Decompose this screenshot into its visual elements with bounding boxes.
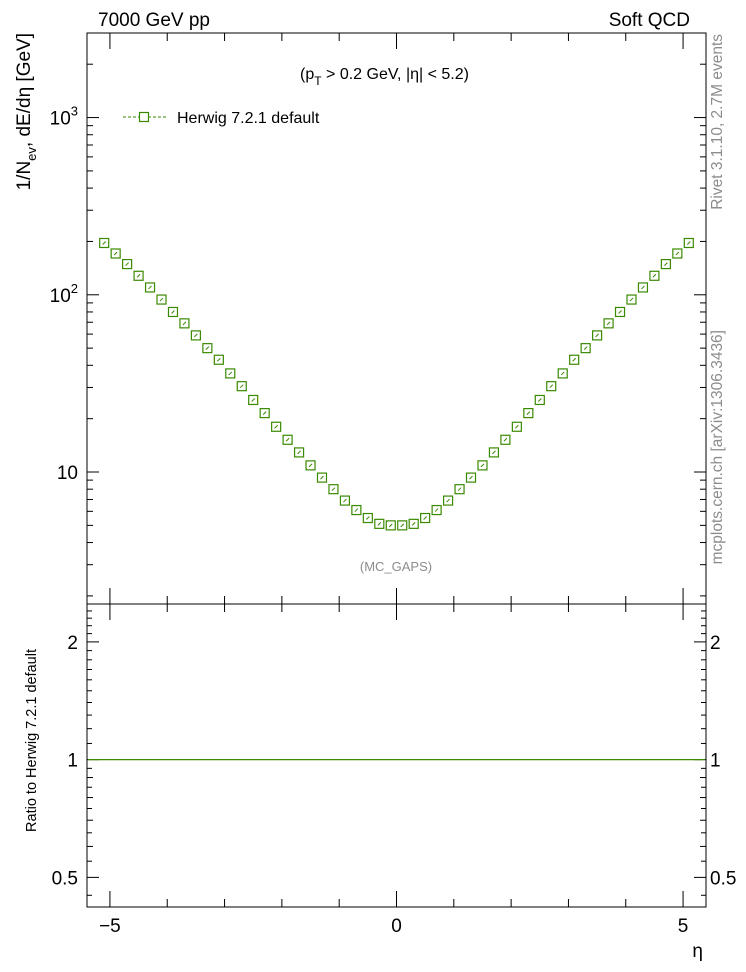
data-point-bar — [629, 297, 634, 302]
data-point-bar — [320, 475, 324, 480]
data-point-bar — [171, 310, 175, 314]
data-point-bar — [492, 450, 496, 455]
ratio-y-tick-label-right: 0.5 — [710, 868, 736, 889]
cuts-annotation: (pT > 0.2 GeV, |η| < 5.2) — [300, 66, 469, 88]
ratio-panel: 0.5 0.5 1 1 2 2 −5 0 5 Ratio to Herwig 7.2.1 def… — [24, 603, 737, 962]
ratio-y-ticks — [87, 610, 706, 896]
energy-label: 7000 GeV pp — [98, 10, 210, 31]
main-x-ticks — [109, 33, 684, 604]
y-tick-label: 10 — [57, 463, 78, 484]
data-point-bar — [411, 521, 416, 526]
data-point-bar — [308, 463, 313, 468]
data-point-bar — [434, 508, 439, 512]
data-point-bar — [469, 475, 473, 480]
x-axis-label: η — [692, 941, 703, 962]
data-point-bar — [641, 285, 645, 290]
main-y-ticks — [87, 32, 706, 597]
y-tick-label: 103 — [50, 104, 78, 130]
data-point-bar — [400, 523, 405, 528]
data-point-bar — [583, 346, 588, 350]
data-point-bar — [480, 463, 485, 468]
data-point-bar — [365, 516, 370, 520]
data-point-bar — [515, 424, 519, 429]
data-point-bar — [343, 498, 347, 503]
data-point-bar — [686, 241, 691, 245]
y-tick-label: 102 — [50, 281, 78, 307]
ratio-frame — [86, 603, 707, 908]
data-point-bar — [446, 498, 450, 503]
data-point-bar — [560, 371, 565, 376]
data-point-bar — [675, 251, 680, 256]
category-label: Soft QCD — [609, 10, 690, 31]
data-point-bar — [423, 516, 428, 520]
legend-entry: Herwig 7.2.1 default — [177, 110, 320, 127]
data-point-bar — [595, 333, 599, 338]
data-point-bar — [228, 371, 233, 376]
data-point-bar — [159, 297, 164, 302]
data-point-bar — [274, 424, 278, 429]
data-point-bar — [182, 321, 187, 326]
ratio-tick-labels: 0.5 0.5 1 1 2 2 −5 0 5 — [52, 633, 737, 937]
data-point-bar — [526, 411, 531, 415]
x-tick-label: 0 — [391, 916, 402, 937]
data-point-bar — [239, 384, 244, 389]
main-y-axis-label: 1/Nev, dE/dη [GeV] — [14, 33, 39, 190]
data-point-bar — [572, 357, 577, 362]
data-point-bar — [125, 262, 129, 266]
data-point-bar — [652, 273, 657, 278]
main-y-tick-labels: 10 102 103 — [50, 104, 78, 484]
data-point-bar — [457, 487, 462, 492]
ratio-y-tick-label-right: 1 — [710, 751, 721, 772]
data-point-bar — [285, 437, 290, 442]
legend: Herwig 7.2.1 default — [123, 110, 320, 127]
data-point-bar — [537, 398, 542, 402]
data-point-bar — [549, 384, 554, 389]
data-point-bar — [205, 346, 210, 350]
data-point-bar — [354, 508, 359, 512]
ratio-y-axis-label: Ratio to Herwig 7.2.1 default — [24, 649, 40, 832]
legend-marker — [138, 111, 150, 123]
ratio-y-tick-label: 0.5 — [52, 868, 78, 889]
ratio-y-tick-label: 2 — [67, 633, 78, 654]
herwig-series — [99, 237, 694, 531]
x-tick-label: 5 — [678, 916, 689, 937]
data-point-bar — [194, 333, 198, 338]
data-point-bar — [664, 262, 668, 266]
data-point-bar — [113, 251, 118, 256]
data-point-bar — [216, 357, 221, 362]
data-point-bar — [251, 398, 256, 402]
data-point-bar — [377, 521, 382, 526]
ratio-y-tick-label-right: 2 — [710, 633, 721, 654]
data-point-bar — [102, 241, 107, 245]
data-point-bar — [136, 273, 141, 278]
ratio-y-tick-label: 1 — [67, 751, 78, 772]
data-point-bar — [618, 310, 622, 314]
data-point-bar — [262, 411, 267, 415]
main-panel: 10 102 103 1/Nev, dE/dη [GeV] (pT > 0.2 Ge… — [14, 32, 707, 605]
data-point-bar — [503, 437, 508, 442]
x-tick-label: −5 — [99, 916, 121, 937]
analysis-annotation: (MC_GAPS) — [360, 559, 432, 574]
ratio-x-ticks — [109, 604, 684, 907]
data-point-bar — [148, 285, 152, 290]
mcplots-reference-label: mcplots.cern.ch [arXiv:1306.3436] — [709, 330, 726, 564]
data-point-bar — [606, 321, 611, 326]
data-point-bar — [331, 487, 336, 492]
data-point-bar — [297, 450, 301, 455]
data-point-bar — [388, 523, 393, 528]
rivet-version-label: Rivet 3.1.10, 2.7M events — [709, 34, 726, 210]
